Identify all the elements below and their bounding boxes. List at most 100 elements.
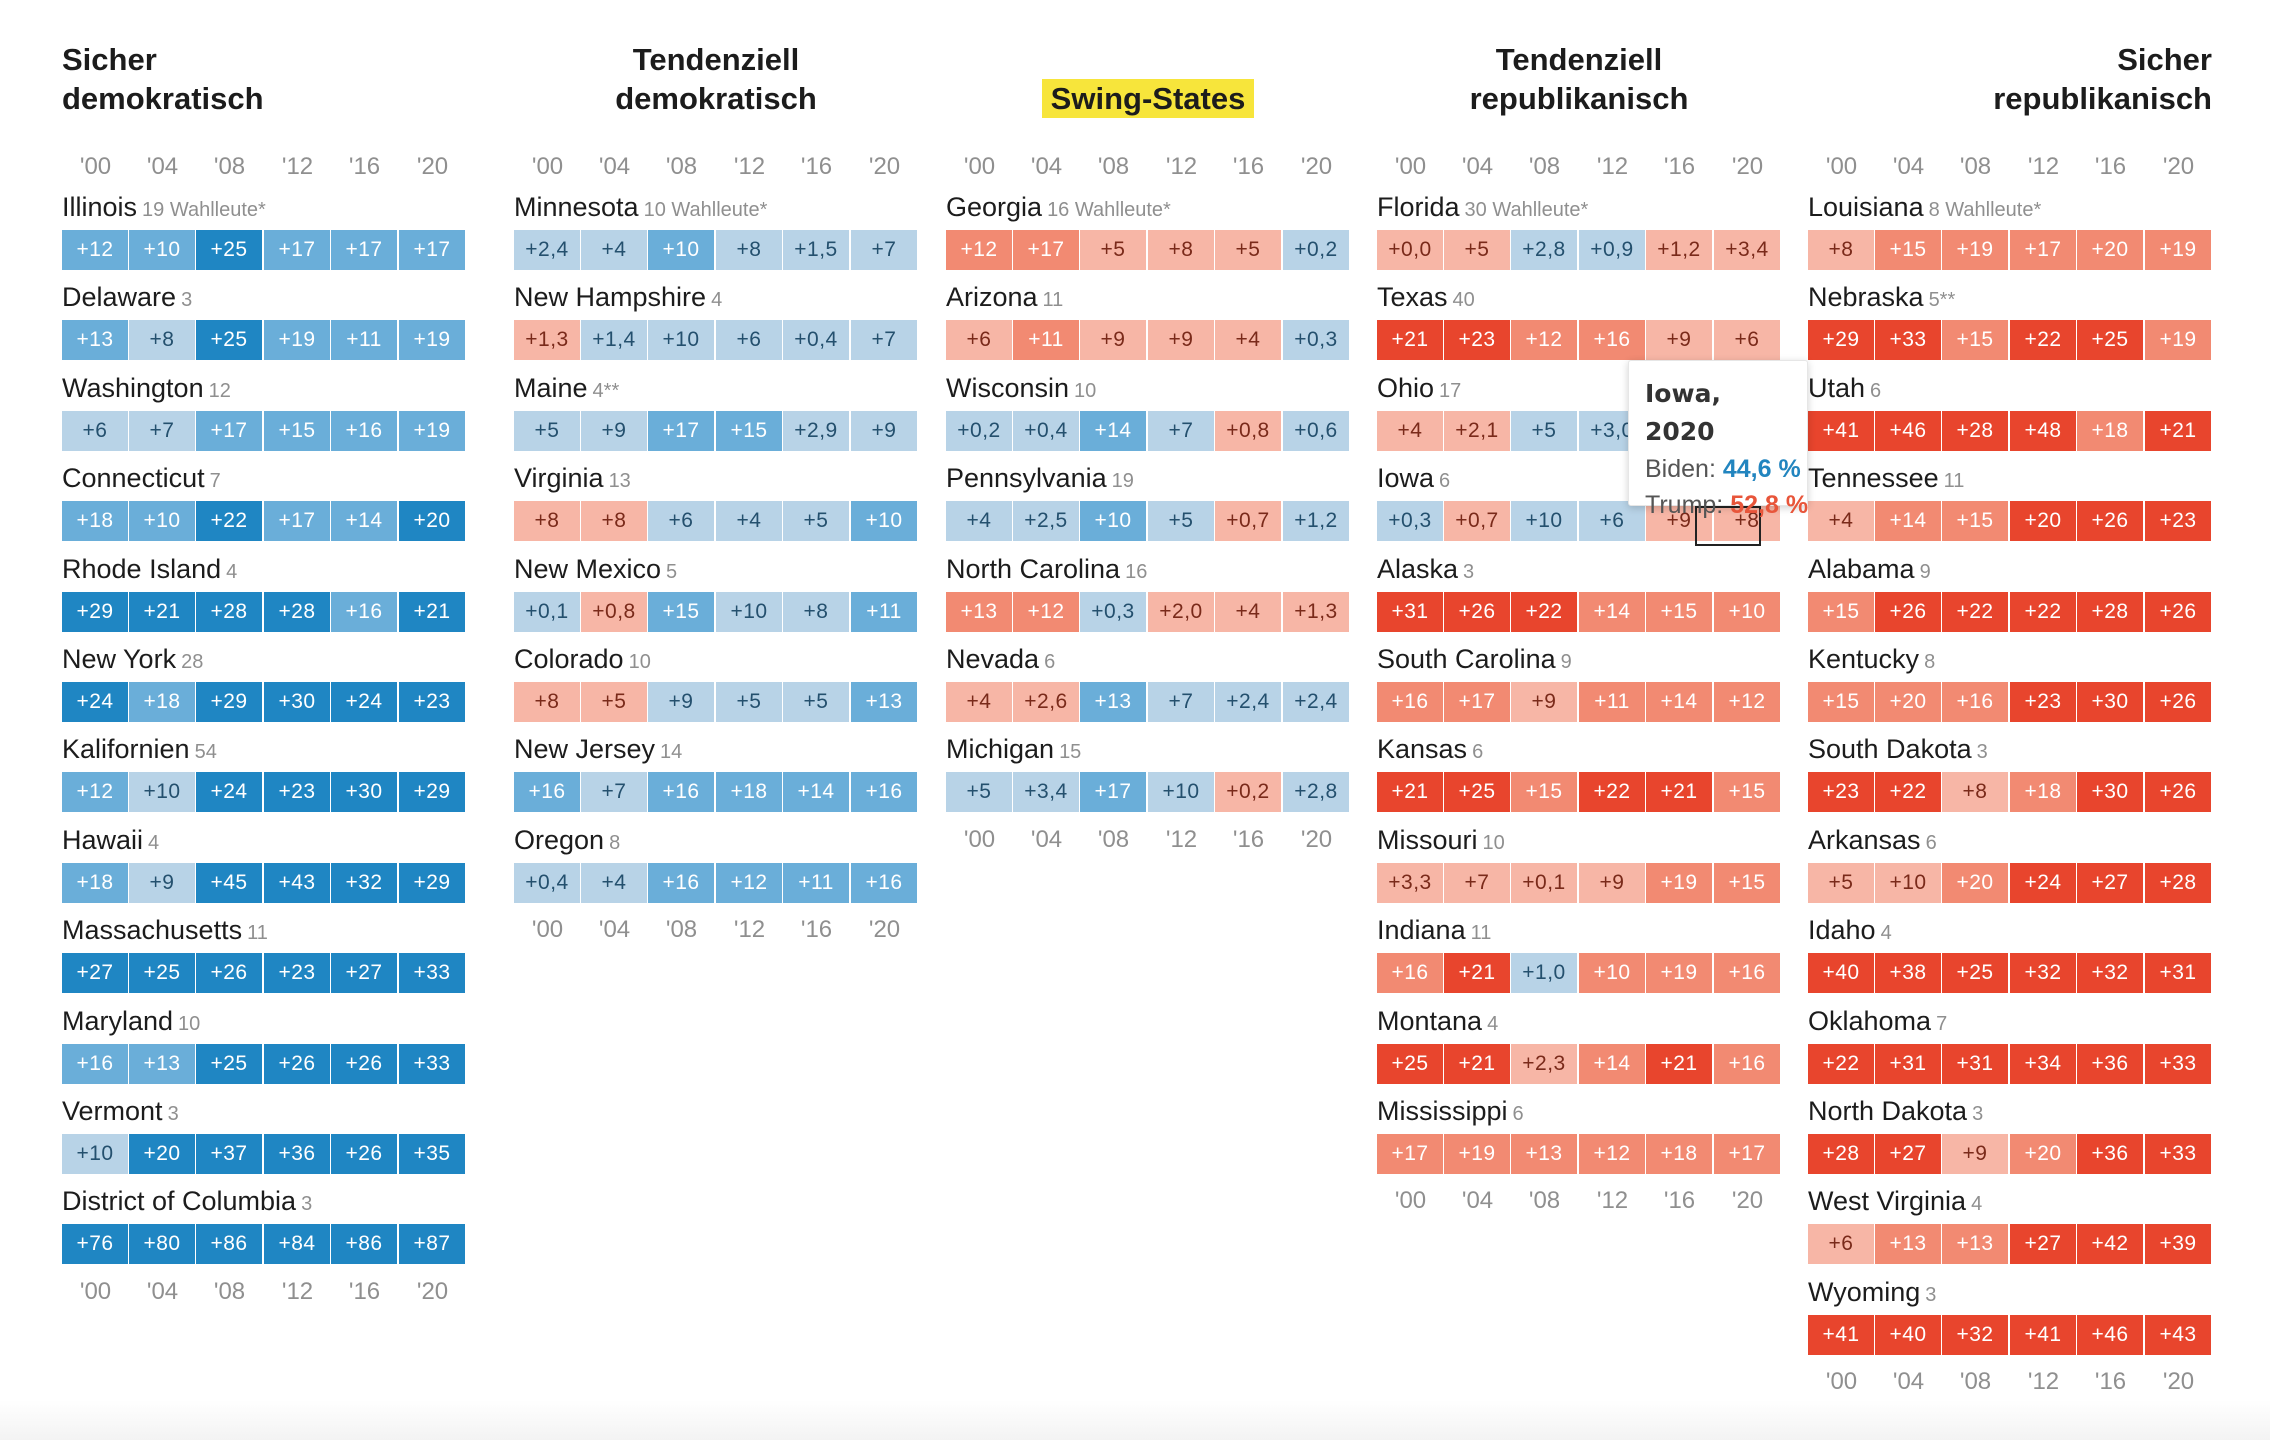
- margin-cell[interactable]: +7: [129, 410, 195, 451]
- margin-cell[interactable]: +22: [1808, 1043, 1874, 1084]
- margin-cell[interactable]: +16: [851, 862, 917, 903]
- margin-cell[interactable]: +25: [1444, 772, 1510, 813]
- margin-cell[interactable]: +25: [196, 1043, 262, 1084]
- margin-cell[interactable]: +28: [2077, 591, 2143, 632]
- margin-cell[interactable]: +22: [1511, 591, 1577, 632]
- margin-cell[interactable]: +32: [331, 862, 397, 903]
- margin-cell[interactable]: +12: [1511, 320, 1577, 361]
- margin-cell[interactable]: +26: [331, 1043, 397, 1084]
- margin-cell[interactable]: +21: [1377, 320, 1443, 361]
- margin-cell[interactable]: +42: [2077, 1224, 2143, 1265]
- margin-cell[interactable]: +18: [716, 772, 782, 813]
- margin-cell[interactable]: +29: [1808, 320, 1874, 361]
- margin-cell[interactable]: +16: [1714, 953, 1780, 994]
- margin-cell[interactable]: +18: [1646, 1134, 1712, 1174]
- margin-cell[interactable]: +26: [264, 1043, 330, 1084]
- margin-cell[interactable]: +29: [399, 862, 465, 903]
- margin-cell[interactable]: +45: [196, 862, 262, 903]
- margin-cell[interactable]: +0,6: [1283, 410, 1349, 451]
- margin-cell[interactable]: +43: [2145, 1314, 2211, 1355]
- margin-cell[interactable]: +9: [581, 410, 647, 451]
- margin-cell[interactable]: +3,3: [1377, 862, 1443, 903]
- margin-cell[interactable]: +2,4: [1283, 682, 1349, 722]
- margin-cell[interactable]: +15: [1808, 591, 1874, 632]
- margin-cell[interactable]: +4: [1215, 591, 1281, 632]
- margin-cell[interactable]: +33: [399, 953, 465, 994]
- margin-cell[interactable]: +5: [1215, 230, 1281, 270]
- margin-cell[interactable]: +33: [2145, 1043, 2211, 1084]
- margin-cell[interactable]: +10: [1875, 862, 1941, 903]
- margin-cell[interactable]: +20: [1942, 862, 2008, 903]
- margin-cell[interactable]: +19: [2145, 230, 2211, 270]
- margin-cell[interactable]: +5: [783, 682, 849, 722]
- margin-cell[interactable]: +7: [1148, 410, 1214, 451]
- margin-cell[interactable]: +26: [1875, 591, 1941, 632]
- margin-cell[interactable]: +41: [1808, 1314, 1874, 1355]
- margin-cell[interactable]: +9: [851, 410, 917, 451]
- margin-cell[interactable]: +22: [2010, 591, 2076, 632]
- margin-cell[interactable]: +18: [2010, 772, 2076, 813]
- margin-cell[interactable]: +12: [62, 772, 128, 813]
- margin-cell[interactable]: +48: [2010, 410, 2076, 451]
- margin-cell[interactable]: +18: [2077, 410, 2143, 451]
- margin-cell[interactable]: +13: [1875, 1224, 1941, 1265]
- margin-cell[interactable]: +6: [946, 320, 1012, 361]
- margin-cell[interactable]: +9: [648, 682, 714, 722]
- margin-cell[interactable]: +25: [196, 320, 262, 361]
- margin-cell[interactable]: +15: [716, 410, 782, 451]
- margin-cell[interactable]: +0,3: [1377, 501, 1443, 542]
- margin-cell[interactable]: +16: [1942, 682, 2008, 722]
- margin-cell[interactable]: +0,1: [1511, 862, 1577, 903]
- margin-cell[interactable]: +1,3: [514, 320, 580, 361]
- margin-cell[interactable]: +4: [946, 501, 1012, 542]
- margin-cell[interactable]: +10: [1511, 501, 1577, 542]
- margin-cell[interactable]: +27: [62, 953, 128, 994]
- margin-cell[interactable]: +25: [1942, 953, 2008, 994]
- margin-cell[interactable]: +15: [1714, 772, 1780, 813]
- margin-cell[interactable]: +8: [514, 501, 580, 542]
- margin-cell[interactable]: +4: [581, 230, 647, 270]
- margin-cell[interactable]: +28: [1808, 1134, 1874, 1174]
- margin-cell[interactable]: +38: [1875, 953, 1941, 994]
- margin-cell[interactable]: +5: [1511, 410, 1577, 451]
- margin-cell[interactable]: +13: [129, 1043, 195, 1084]
- margin-cell[interactable]: +28: [196, 591, 262, 632]
- margin-cell[interactable]: +46: [2077, 1314, 2143, 1355]
- margin-cell[interactable]: +22: [1942, 591, 2008, 632]
- margin-cell[interactable]: +5: [1808, 862, 1874, 903]
- margin-cell[interactable]: +27: [331, 953, 397, 994]
- margin-cell[interactable]: +12: [1579, 1134, 1645, 1174]
- margin-cell[interactable]: +16: [851, 772, 917, 813]
- margin-cell[interactable]: +6: [716, 320, 782, 361]
- margin-cell[interactable]: +10: [62, 1134, 128, 1174]
- margin-cell[interactable]: +5: [946, 772, 1012, 813]
- margin-cell[interactable]: +14: [1579, 1043, 1645, 1084]
- margin-cell[interactable]: +11: [1013, 320, 1079, 361]
- margin-cell[interactable]: +0,2: [1283, 230, 1349, 270]
- margin-cell[interactable]: +1,5: [783, 230, 849, 270]
- margin-cell[interactable]: +12: [1013, 591, 1079, 632]
- margin-cell[interactable]: +86: [331, 1224, 397, 1265]
- margin-cell[interactable]: +7: [851, 230, 917, 270]
- margin-cell[interactable]: +23: [399, 682, 465, 722]
- margin-cell[interactable]: +32: [2010, 953, 2076, 994]
- margin-cell[interactable]: +21: [1646, 1043, 1712, 1084]
- margin-cell[interactable]: +0,9: [1579, 230, 1645, 270]
- margin-cell[interactable]: +2,3: [1511, 1043, 1577, 1084]
- margin-cell[interactable]: +0,1: [514, 591, 580, 632]
- margin-cell[interactable]: +0,8: [581, 591, 647, 632]
- margin-cell[interactable]: +2,8: [1511, 230, 1577, 270]
- margin-cell[interactable]: +31: [1942, 1043, 2008, 1084]
- margin-cell[interactable]: +17: [399, 230, 465, 270]
- margin-cell[interactable]: +30: [2077, 772, 2143, 813]
- margin-cell[interactable]: +17: [264, 230, 330, 270]
- margin-cell[interactable]: +14: [1579, 591, 1645, 632]
- margin-cell[interactable]: +3,4: [1714, 230, 1780, 270]
- margin-cell[interactable]: +34: [2010, 1043, 2076, 1084]
- margin-cell[interactable]: +5: [1444, 230, 1510, 270]
- margin-cell[interactable]: +17: [1714, 1134, 1780, 1174]
- margin-cell[interactable]: +17: [196, 410, 262, 451]
- margin-cell[interactable]: +86: [196, 1224, 262, 1265]
- margin-cell[interactable]: +21: [1646, 772, 1712, 813]
- margin-cell[interactable]: +24: [196, 772, 262, 813]
